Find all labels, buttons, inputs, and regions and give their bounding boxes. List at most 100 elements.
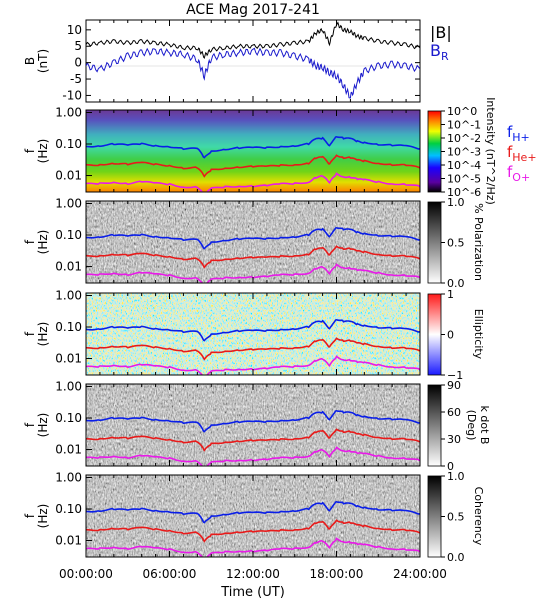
y-axis-label-f: f <box>23 239 37 244</box>
y-axis-label-unit: (Hz) <box>36 322 50 347</box>
gyro-line-O <box>86 446 420 466</box>
colorbar-tick-label: 10^0 <box>447 105 477 118</box>
colorbar-tick-label: 1 <box>447 288 454 301</box>
gyro-line-O <box>86 355 420 375</box>
gyro-line-H <box>86 318 420 342</box>
y-tick-label: 0.01 <box>55 443 82 457</box>
spectrogram-image <box>86 293 420 375</box>
colorbar-intensity <box>427 110 442 193</box>
y-axis-label: f (Hz) <box>23 504 50 529</box>
y-axis-label-B-unit: (nT) <box>36 49 50 73</box>
panel-power-intensity <box>85 109 421 193</box>
x-tick-label: 00:00:00 <box>59 567 113 581</box>
spectrogram-image <box>86 384 420 466</box>
gyro-line-He <box>86 245 420 269</box>
gyro-lines <box>86 318 420 375</box>
gyro-lines <box>86 226 420 283</box>
y-tick-label: 0.10 <box>55 228 82 242</box>
spectrogram-texture <box>86 110 420 192</box>
legend-B-R-sub: R <box>441 50 449 63</box>
colorbar-label: Ellipticity <box>472 309 485 360</box>
colorbar-tick-label: 0.5 <box>447 237 465 250</box>
series-line-B-total <box>86 21 420 60</box>
y-tick-label: 0.01 <box>55 169 82 183</box>
legend-f-He: fHe+ <box>507 143 537 164</box>
y-tick-label: 0.01 <box>55 534 82 548</box>
colorbar-coherency <box>427 475 442 558</box>
colorbar-label-text: k dot B <box>478 406 491 445</box>
y-axis-label-f: f <box>23 513 37 518</box>
series-line-B-R <box>86 47 420 99</box>
colorbar-labels: 10^010^-110^-210^-310^-410^-510^-6 Intens… <box>441 97 497 564</box>
colorbar-tick-label: 0.0 <box>447 277 465 290</box>
spectrogram-y-axes: 1.000.100.01f (Hz)1.000.100.01f (Hz)1.000.… <box>23 105 92 548</box>
figure-title: ACE Mag 2017-241 <box>186 2 320 18</box>
gyro-line-He <box>86 519 420 543</box>
y-tick-label: -5 <box>70 72 82 86</box>
legend-f-O-sub: O+ <box>512 171 530 184</box>
y-tick-label: 1.00 <box>55 196 82 210</box>
legend-f-O: fO+ <box>507 163 530 184</box>
colorbar-tick-label: −1 <box>447 369 463 382</box>
gyro-lines <box>86 500 420 557</box>
y-axis-label-B: B (nT) <box>23 49 50 73</box>
colorbar-label-text: (Deg) <box>465 410 478 441</box>
colorbars <box>427 110 442 558</box>
gyro-line-He <box>86 154 420 178</box>
gyro-line-O <box>86 537 420 557</box>
gyro-lines <box>86 135 420 192</box>
legend-B-R-main: B <box>430 41 441 60</box>
y-axis-label: f (Hz) <box>23 139 50 164</box>
y-axis-label-B-text: B <box>23 57 37 65</box>
colorbar-tick-label: 0.0 <box>447 551 465 564</box>
legend-f-He-sub: He+ <box>512 151 536 164</box>
legend-f-He-main: f <box>507 143 513 161</box>
colorbar-label-text: % Polarization <box>472 203 485 281</box>
colorbar-tick-label: 60 <box>447 406 461 419</box>
colorbar-k-dot-b <box>427 384 442 467</box>
colorbar-tick-label: 0 <box>447 460 454 473</box>
legend-f-H: fH+ <box>507 123 530 144</box>
colorbar-tick-label: 10^-5 <box>447 173 481 186</box>
y-tick-label: 0.01 <box>55 260 82 274</box>
y-axis-label-f: f <box>23 331 37 336</box>
panel-polarization <box>85 200 421 284</box>
gyro-line-He <box>86 337 420 361</box>
colorbar-tick-label: 10^-2 <box>447 132 481 145</box>
gyro-line-O <box>86 263 420 283</box>
colorbar-label: k dot B(Deg) <box>465 406 491 445</box>
gyro-line-He <box>86 428 420 452</box>
legend-f-H-sub: H+ <box>512 131 530 144</box>
colorbar-label: Coherency <box>472 487 485 546</box>
y-tick-label: 0.10 <box>55 320 82 334</box>
colorbar-tick-label: 10^-4 <box>447 159 481 172</box>
x-tick-label: 24:00:00 <box>393 567 447 581</box>
legend-B-total: |B| <box>430 23 452 42</box>
y-axis-label-unit: (Hz) <box>36 230 50 255</box>
x-axis: 00:00:00 06:00:00 12:00:00 18:00:00 24:00:00 <box>59 20 447 581</box>
colorbar-label-text: Ellipticity <box>472 309 485 360</box>
gyro-line-H <box>86 135 420 159</box>
colorbar-label: Intensity (nT^2/Hz) <box>484 97 497 205</box>
spectrogram-image <box>86 201 420 283</box>
y-tick-label: 0 <box>74 56 82 70</box>
colorbar-ellipticity <box>427 293 442 376</box>
y-axis-label-unit: (Hz) <box>36 413 50 438</box>
y-axis-label-f: f <box>23 148 37 153</box>
colorbar-tick-label: 0.5 <box>447 511 465 524</box>
legend-B-R: BR <box>430 41 449 63</box>
x-tick-label: 18:00:00 <box>310 567 364 581</box>
colorbar-label: % Polarization <box>472 203 485 281</box>
colorbar-tick-label: 10^-1 <box>447 119 481 132</box>
y-axis-label-unit: (Hz) <box>36 139 50 164</box>
y-axis-label: f (Hz) <box>23 230 50 255</box>
colorbar-tick-label: 90 <box>447 379 461 392</box>
y-tick-label: 0.10 <box>55 137 82 151</box>
y-axis-label-f: f <box>23 422 37 427</box>
panel-ellipticity <box>85 292 421 376</box>
y-axis-label: f (Hz) <box>23 413 50 438</box>
x-axis-label: Time (UT) <box>220 585 285 600</box>
colorbar-tick-label: 10^-3 <box>447 146 481 159</box>
colorbar-label-text: Intensity (nT^2/Hz) <box>484 97 497 205</box>
